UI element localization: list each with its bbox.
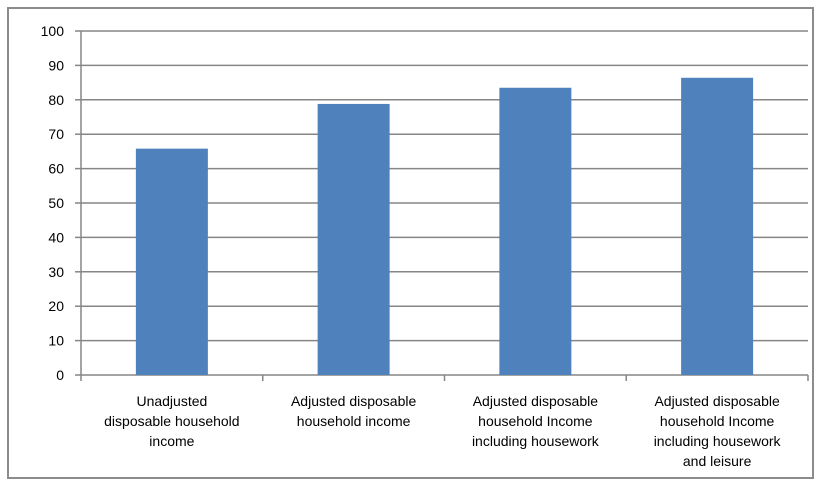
y-tick-label: 20 (48, 298, 64, 314)
x-category-label: income (149, 433, 194, 449)
x-category-label: including housework (472, 433, 600, 449)
y-tick-label: 30 (48, 264, 64, 280)
x-category-label: disposable household (104, 413, 239, 429)
y-tick-label: 90 (48, 57, 64, 73)
x-category-label: household Income (660, 413, 775, 429)
x-category-label: including housework (654, 433, 782, 449)
y-tick-label: 70 (48, 126, 64, 142)
y-tick-label: 60 (48, 161, 64, 177)
x-category-label: and leisure (683, 453, 752, 469)
y-tick-label: 0 (56, 367, 64, 383)
bar (681, 77, 754, 375)
y-tick-label: 80 (48, 92, 64, 108)
x-category-label: household income (297, 413, 411, 429)
y-tick-label: 50 (48, 195, 64, 211)
bar (499, 87, 572, 375)
x-category-label: Unadjusted (136, 393, 207, 409)
x-category-label: Adjusted disposable (291, 393, 417, 409)
bar (317, 103, 390, 375)
y-tick-label: 40 (48, 229, 64, 245)
x-category-label: Adjusted disposable (473, 393, 599, 409)
bar (135, 148, 208, 375)
y-tick-label: 10 (48, 333, 64, 349)
x-category-label: household Income (478, 413, 593, 429)
x-category-label: Adjusted disposable (654, 393, 780, 409)
y-tick-label: 100 (41, 23, 65, 39)
